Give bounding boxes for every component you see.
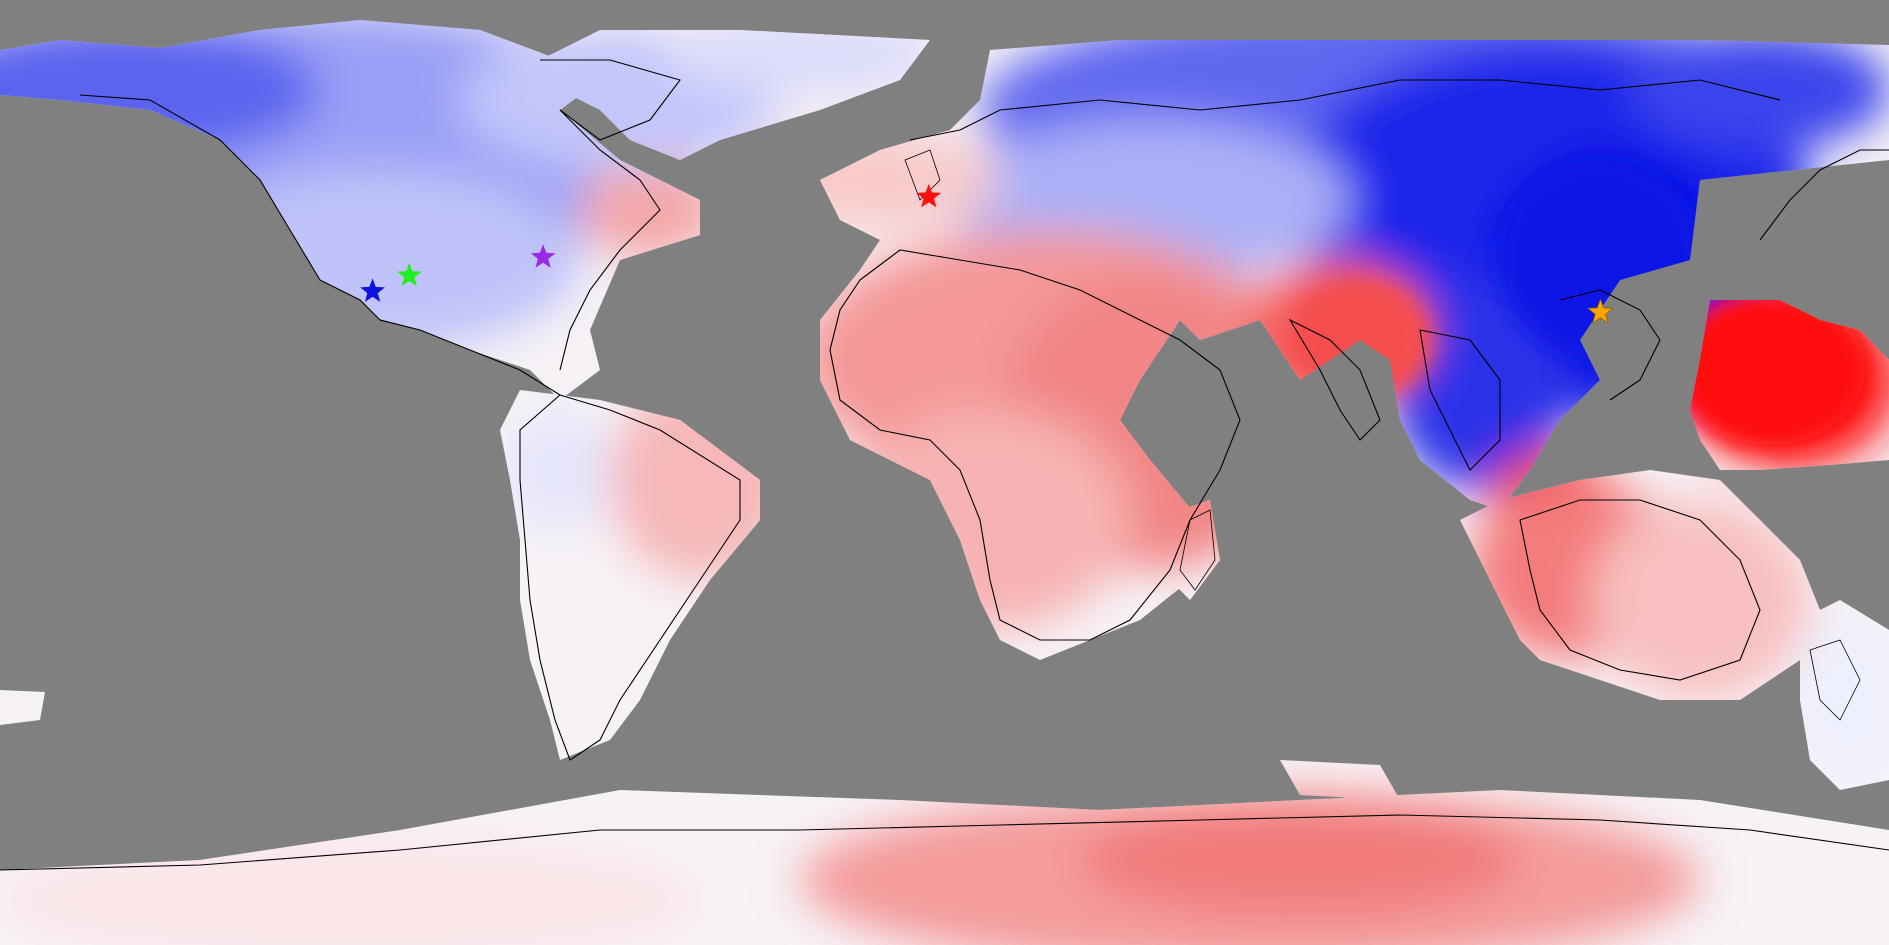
marker-layer — [360, 183, 1614, 324]
marker-blue — [360, 278, 385, 302]
marker-orange — [1586, 298, 1614, 324]
marker-green — [396, 262, 422, 287]
marker-red — [916, 183, 942, 208]
marker-purple — [530, 244, 556, 268]
coastlines — [0, 59, 1889, 871]
